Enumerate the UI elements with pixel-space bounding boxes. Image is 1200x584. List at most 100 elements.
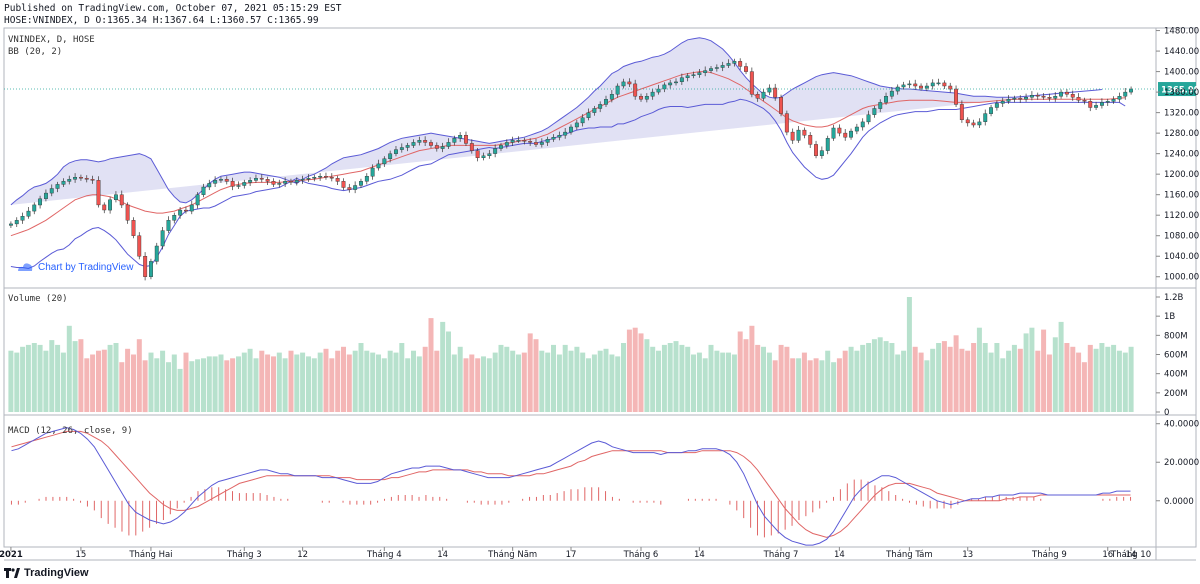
candle-body bbox=[598, 104, 603, 109]
volume-bar bbox=[924, 360, 930, 413]
volume-bar bbox=[422, 346, 428, 412]
candle-body bbox=[1123, 91, 1128, 97]
price-tick-label: 1320.00 bbox=[1164, 109, 1199, 119]
volume-bar bbox=[236, 356, 241, 412]
time-tick-label: Tháng 3 bbox=[226, 550, 262, 560]
candle-body bbox=[679, 77, 684, 82]
volume-bar bbox=[691, 354, 696, 412]
volume-bar bbox=[486, 358, 492, 412]
volume-bar bbox=[621, 343, 626, 412]
volume-bar bbox=[154, 358, 160, 412]
volume-bar bbox=[947, 346, 953, 412]
volume-bar bbox=[428, 318, 434, 412]
volume-bar bbox=[574, 346, 580, 412]
volume-bar bbox=[481, 356, 486, 412]
candle-body bbox=[662, 84, 667, 90]
volume-tick-label: 0 bbox=[1164, 408, 1169, 418]
volume-tick-label: 400M bbox=[1164, 370, 1188, 380]
candle-body bbox=[148, 261, 153, 277]
volume-bar bbox=[912, 346, 918, 412]
published-line: Published on TradingView.com, October 07… bbox=[4, 3, 342, 14]
candle-body bbox=[218, 179, 223, 181]
candle-body bbox=[1047, 96, 1052, 99]
candle-body bbox=[108, 199, 113, 211]
volume-bar bbox=[136, 339, 142, 412]
volume-bar bbox=[183, 352, 189, 412]
candle-body bbox=[49, 188, 54, 194]
candle-body bbox=[61, 181, 66, 185]
volume-bar bbox=[90, 354, 96, 412]
volume-bar bbox=[790, 358, 796, 412]
volume-bar bbox=[1076, 352, 1082, 412]
volume-bar bbox=[457, 346, 463, 412]
volume-bar bbox=[877, 337, 883, 413]
candle-body bbox=[504, 142, 509, 146]
candle-body bbox=[761, 91, 766, 99]
time-tick-label: 14 bbox=[437, 550, 448, 560]
candle-body bbox=[1088, 101, 1093, 108]
volume-bar bbox=[271, 356, 276, 412]
bb-indicator-label: BB (20, 2) bbox=[8, 47, 62, 57]
candle-body bbox=[189, 204, 194, 212]
volume-bar bbox=[510, 350, 516, 412]
time-tick-label: Tháng 4 bbox=[366, 550, 402, 560]
time-tick-label: 16 bbox=[1102, 550, 1113, 560]
candle-body bbox=[399, 147, 404, 150]
candle-body bbox=[440, 146, 445, 149]
volume-bar bbox=[60, 352, 66, 412]
candle-body bbox=[318, 175, 323, 178]
volume-bar bbox=[521, 352, 527, 412]
candle-body bbox=[954, 88, 958, 105]
volume-bar bbox=[650, 346, 656, 412]
bb-upper-line bbox=[10, 37, 1102, 206]
volume-bar bbox=[49, 340, 55, 412]
volume-bar bbox=[953, 335, 959, 412]
candle-body bbox=[300, 179, 305, 181]
volume-bar bbox=[1000, 358, 1006, 412]
volume-bar bbox=[107, 344, 113, 412]
candle-body bbox=[1018, 98, 1023, 100]
volume-bar bbox=[288, 350, 294, 412]
volume-bar bbox=[743, 339, 749, 412]
candle-body bbox=[674, 81, 678, 84]
volume-bar bbox=[335, 350, 341, 412]
candle-body bbox=[872, 108, 877, 115]
macd-title: MACD (12, 26, close, 9) bbox=[8, 426, 133, 436]
tradingview-watermark[interactable]: Chart by TradingView bbox=[16, 261, 133, 273]
volume-bar bbox=[20, 346, 26, 412]
price-tick-label: 1280.00 bbox=[1164, 129, 1199, 139]
candle-body bbox=[989, 107, 993, 114]
volume-bar bbox=[591, 354, 597, 412]
candle-body bbox=[230, 181, 235, 187]
candle-body bbox=[353, 185, 358, 190]
candle-body bbox=[539, 142, 544, 145]
volume-bar bbox=[259, 350, 265, 412]
volume-bar bbox=[533, 339, 539, 412]
candle-body bbox=[78, 176, 83, 179]
volume-bar bbox=[1058, 321, 1064, 412]
candle-body bbox=[90, 179, 95, 181]
candle-body bbox=[831, 127, 836, 139]
candle-body bbox=[720, 65, 725, 68]
candle-body bbox=[96, 180, 101, 206]
volume-bar bbox=[842, 350, 848, 412]
price-tick-label: 1240.00 bbox=[1164, 150, 1199, 160]
price-pane[interactable]: 1365.99 bbox=[4, 37, 1200, 281]
volume-bar bbox=[341, 346, 346, 412]
volume-bar bbox=[498, 344, 504, 412]
volume-bar bbox=[545, 352, 551, 412]
price-tick-label: 1480.00 bbox=[1164, 27, 1199, 37]
volume-bar bbox=[626, 329, 632, 412]
volume-bar bbox=[265, 354, 271, 412]
candle-body bbox=[1111, 99, 1116, 102]
macd-pane[interactable] bbox=[10, 427, 1132, 546]
candle-body bbox=[224, 179, 229, 182]
volume-bar bbox=[1052, 337, 1058, 413]
price-tick-label: 1160.00 bbox=[1164, 191, 1199, 201]
candle-body bbox=[160, 230, 165, 247]
volume-bar bbox=[440, 321, 446, 412]
volume-pane[interactable] bbox=[8, 297, 1134, 413]
volume-bar bbox=[504, 346, 510, 412]
candle-body bbox=[394, 149, 398, 154]
